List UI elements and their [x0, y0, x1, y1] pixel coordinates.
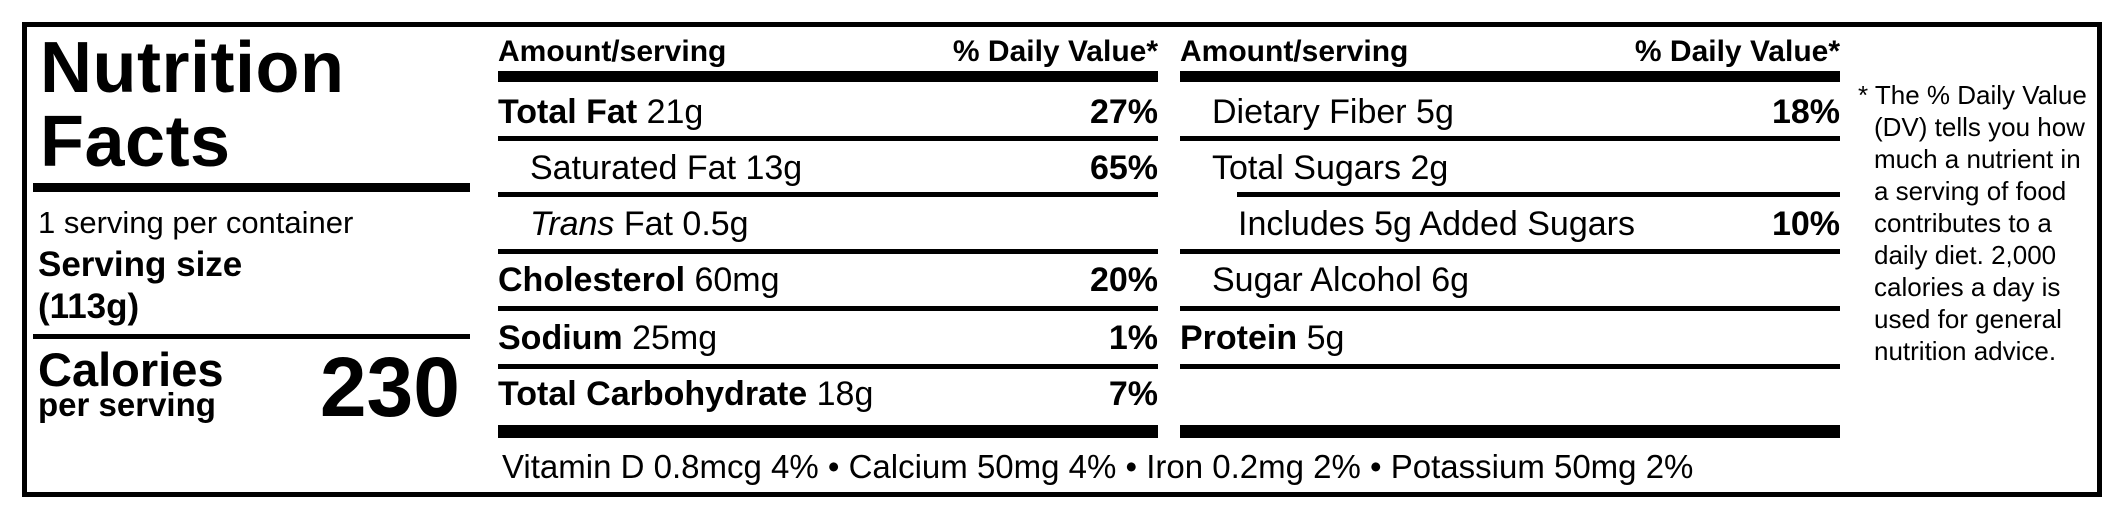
nutrient-name-bold: Total Fat — [498, 92, 638, 131]
row-divider — [498, 249, 1158, 254]
nutrient-column-2: Amount/serving % Daily Value* Dietary Fi… — [1180, 27, 1840, 492]
daily-value: 18% — [1771, 92, 1840, 131]
row-divider — [1180, 136, 1840, 141]
daily-value: 27% — [1089, 92, 1158, 131]
calories-divider — [33, 334, 470, 339]
serving-size-value: (113g) — [38, 287, 140, 326]
daily-value: 7% — [1108, 374, 1158, 413]
daily-value: 10% — [1771, 204, 1840, 243]
row-divider — [498, 136, 1158, 141]
nutrient-column-1: Amount/serving % Daily Value* Total Fat … — [498, 27, 1158, 492]
nutrient-amount: Sugar Alcohol 6g — [1212, 260, 1470, 299]
calories-sublabel: per serving — [38, 386, 216, 423]
daily-value-header: % Daily Value* — [1634, 35, 1840, 68]
row-sodium: Sodium 25mg 1% — [498, 312, 1158, 364]
amount-serving-header: Amount/serving — [1180, 35, 1409, 68]
row-total-carbohydrate: Total Carbohydrate 18g 7% — [498, 368, 1158, 420]
column-bottom-bar — [1180, 425, 1840, 438]
row-divider — [498, 192, 1158, 197]
nutrient-name: Total Sugars 2g — [1180, 149, 1448, 188]
nutrient-name: Includes 5g Added Sugars — [1180, 205, 1635, 244]
row-divider — [1180, 249, 1840, 254]
row-divider — [1180, 306, 1840, 311]
nutrient-name-bold: Sodium — [498, 318, 623, 357]
row-divider-indented — [1237, 192, 1840, 197]
calories-label: Calories — [38, 343, 224, 396]
serving-size-label: Serving size — [38, 245, 243, 284]
servings-per-container: 1 serving per container — [38, 205, 354, 240]
daily-value: 65% — [1089, 148, 1158, 187]
nutrient-amount: Includes 5g Added Sugars — [1238, 204, 1635, 243]
micronutrients-line: Vitamin D 0.8mcg 4% • Calcium 50mg 4% • … — [502, 448, 1694, 485]
nutrient-name-bold: Cholesterol — [498, 260, 686, 299]
label-title-line2: Facts — [40, 102, 231, 182]
row-cholesterol: Cholesterol 60mg 20% — [498, 254, 1158, 306]
row-divider — [498, 364, 1158, 369]
row-total-fat: Total Fat 21g 27% — [498, 86, 1158, 138]
nutrient-amount: 5g — [1297, 318, 1345, 357]
nutrient-name: Dietary Fiber 5g — [1180, 93, 1454, 132]
amount-serving-header: Amount/serving — [498, 35, 727, 68]
row-divider — [498, 306, 1158, 311]
nutrient-name-bold: Total Carbohydrate — [498, 374, 808, 413]
row-trans-fat: Trans Fat 0.5g — [498, 198, 1158, 250]
nutrient-name: Saturated Fat 13g — [498, 149, 802, 188]
nutrient-name: Sugar Alcohol 6g — [1180, 261, 1469, 300]
nutrient-name: Sodium 25mg — [498, 319, 717, 358]
row-saturated-fat: Saturated Fat 13g 65% — [498, 142, 1158, 194]
nutrient-name: Protein 5g — [1180, 319, 1344, 358]
nutrient-amount: Dietary Fiber 5g — [1212, 92, 1454, 131]
nutrient-name-italic: Trans — [530, 204, 615, 243]
column-2-header: Amount/serving % Daily Value* — [1180, 33, 1840, 69]
row-dietary-fiber: Dietary Fiber 5g 18% — [1180, 86, 1840, 138]
daily-value: 1% — [1108, 318, 1158, 357]
nutrient-name: Trans Fat 0.5g — [498, 205, 749, 244]
column-bottom-bar — [498, 425, 1158, 438]
row-total-sugars: Total Sugars 2g — [1180, 142, 1840, 194]
nutrient-amount: Saturated Fat 13g — [530, 148, 803, 187]
title-divider — [33, 183, 470, 192]
calories-value: 230 — [319, 340, 460, 434]
nutrient-amount: 25mg — [622, 318, 718, 357]
label-title: Nutrition Facts — [40, 31, 344, 179]
nutrient-amount: 18g — [807, 374, 874, 413]
daily-value-header: % Daily Value* — [952, 35, 1158, 68]
header-bar — [1180, 71, 1840, 82]
daily-value: 20% — [1089, 260, 1158, 299]
nutrient-amount: 21g — [637, 92, 704, 131]
summary-panel: Nutrition Facts 1 serving per container … — [33, 27, 470, 492]
nutrient-amount: Total Sugars 2g — [1212, 148, 1449, 187]
nutrient-name-bold: Protein — [1180, 318, 1298, 357]
nutrient-name: Cholesterol 60mg — [498, 261, 780, 300]
nutrient-amount: Fat 0.5g — [614, 204, 749, 243]
nutrient-name: Total Carbohydrate 18g — [498, 375, 873, 414]
daily-value-footnote: * The % Daily Value (DV) tells you how m… — [1858, 80, 2087, 366]
nutrient-amount: 60mg — [685, 260, 780, 299]
row-protein: Protein 5g — [1180, 312, 1840, 364]
row-sugar-alcohol: Sugar Alcohol 6g — [1180, 254, 1840, 306]
row-divider — [1180, 364, 1840, 369]
nutrient-name: Total Fat 21g — [498, 93, 703, 132]
label-title-line1: Nutrition — [40, 28, 345, 108]
column-1-header: Amount/serving % Daily Value* — [498, 33, 1158, 69]
nutrition-facts-label: Nutrition Facts 1 serving per container … — [22, 22, 2102, 497]
header-bar — [498, 71, 1158, 82]
row-added-sugars: Includes 5g Added Sugars 10% — [1180, 198, 1840, 250]
